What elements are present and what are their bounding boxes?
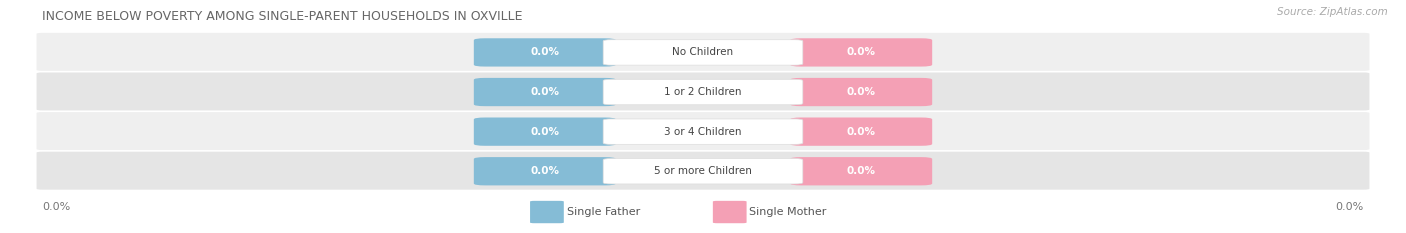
FancyBboxPatch shape xyxy=(474,38,616,67)
FancyBboxPatch shape xyxy=(713,201,747,223)
FancyBboxPatch shape xyxy=(37,112,1369,150)
Text: Source: ZipAtlas.com: Source: ZipAtlas.com xyxy=(1277,7,1388,17)
Text: 0.0%: 0.0% xyxy=(846,87,876,97)
Text: 1 or 2 Children: 1 or 2 Children xyxy=(664,87,742,97)
FancyBboxPatch shape xyxy=(790,78,932,106)
FancyBboxPatch shape xyxy=(530,201,564,223)
FancyBboxPatch shape xyxy=(603,159,803,184)
Text: 0.0%: 0.0% xyxy=(1336,202,1364,212)
Text: 0.0%: 0.0% xyxy=(530,87,560,97)
FancyBboxPatch shape xyxy=(790,38,932,67)
Text: 3 or 4 Children: 3 or 4 Children xyxy=(664,127,742,137)
Text: Single Mother: Single Mother xyxy=(749,207,827,217)
Text: 0.0%: 0.0% xyxy=(846,127,876,137)
FancyBboxPatch shape xyxy=(474,117,616,146)
FancyBboxPatch shape xyxy=(790,117,932,146)
FancyBboxPatch shape xyxy=(474,157,616,185)
Text: 0.0%: 0.0% xyxy=(846,48,876,57)
Text: Single Father: Single Father xyxy=(567,207,640,217)
Text: INCOME BELOW POVERTY AMONG SINGLE-PARENT HOUSEHOLDS IN OXVILLE: INCOME BELOW POVERTY AMONG SINGLE-PARENT… xyxy=(42,10,523,23)
FancyBboxPatch shape xyxy=(603,40,803,65)
FancyBboxPatch shape xyxy=(37,152,1369,190)
Text: 0.0%: 0.0% xyxy=(530,48,560,57)
Text: 0.0%: 0.0% xyxy=(530,166,560,176)
FancyBboxPatch shape xyxy=(603,79,803,105)
Text: 0.0%: 0.0% xyxy=(42,202,70,212)
FancyBboxPatch shape xyxy=(37,33,1369,71)
FancyBboxPatch shape xyxy=(603,119,803,144)
Text: 5 or more Children: 5 or more Children xyxy=(654,166,752,176)
Text: No Children: No Children xyxy=(672,48,734,57)
FancyBboxPatch shape xyxy=(474,78,616,106)
FancyBboxPatch shape xyxy=(790,157,932,185)
Text: 0.0%: 0.0% xyxy=(846,166,876,176)
FancyBboxPatch shape xyxy=(37,72,1369,110)
Text: 0.0%: 0.0% xyxy=(530,127,560,137)
